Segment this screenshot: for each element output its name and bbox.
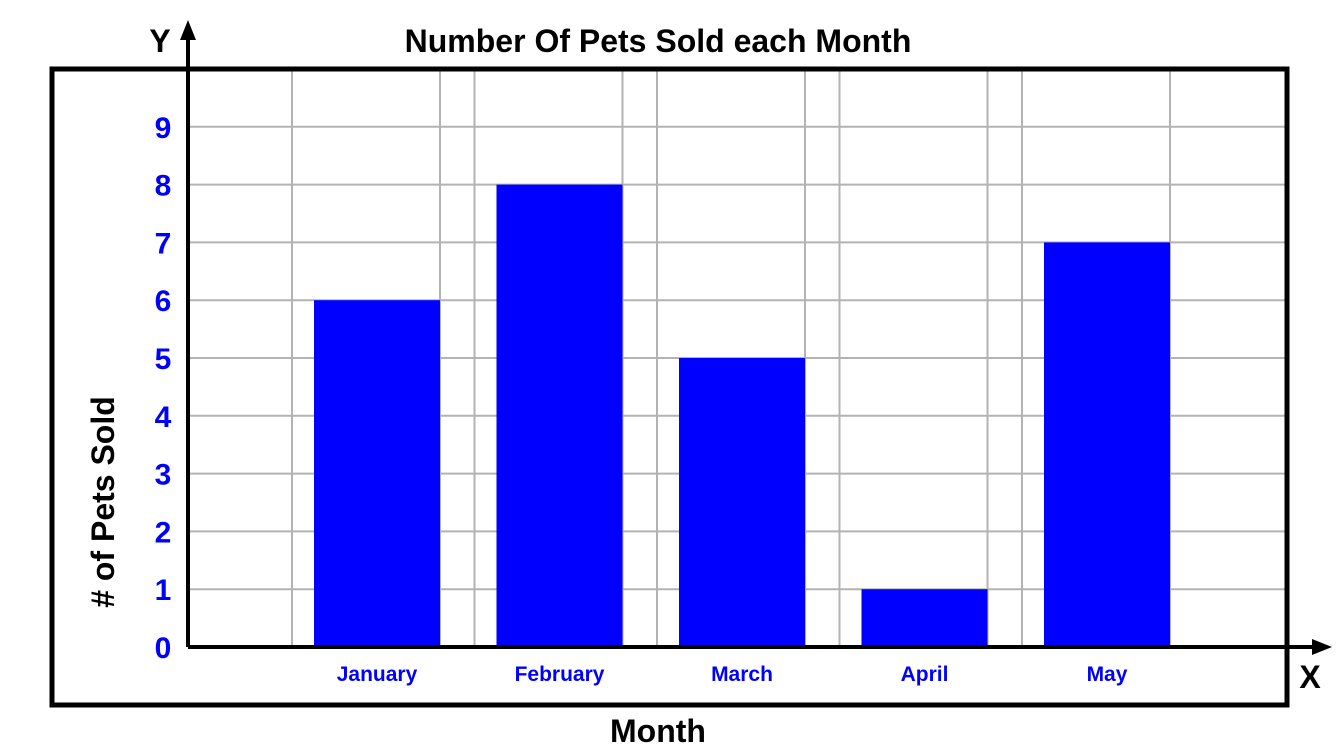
y-tick-label: 1 [155, 574, 172, 607]
bar-may [1044, 242, 1170, 647]
y-tick-label: 0 [155, 632, 172, 665]
x-axis-label: Month [610, 713, 706, 746]
x-tick-label: January [337, 663, 418, 686]
y-axis [180, 20, 196, 647]
y-axis-label: # of Pets Sold [85, 396, 121, 608]
y-tick-label: 7 [155, 227, 172, 260]
y-tick-label: 8 [155, 170, 172, 203]
plot-frame [49, 66, 1290, 708]
chart-title: Number Of Pets Sold each Month [405, 23, 912, 59]
y-axis-arrow-icon [180, 20, 196, 40]
y-tick-label: 9 [155, 112, 172, 145]
x-tick-label: May [1087, 663, 1128, 686]
x-axis [188, 639, 1332, 655]
y-tick-label: 2 [155, 516, 172, 549]
x-axis-letter: X [1299, 659, 1321, 695]
bar-april [861, 589, 988, 647]
bar-february [496, 184, 623, 647]
x-tick-label: March [711, 663, 773, 686]
x-tick-label: April [901, 663, 949, 686]
x-tick-label: February [515, 663, 605, 686]
x-axis-arrow-icon [1312, 639, 1332, 655]
bar-january [314, 300, 440, 647]
y-tick-label: 3 [155, 459, 172, 492]
x-tick-labels: January February March April May [337, 663, 1128, 686]
bars [314, 184, 1170, 647]
y-tick-label: 4 [155, 401, 172, 434]
y-tick-label: 5 [155, 343, 172, 376]
bar-march [679, 358, 805, 647]
y-tick-labels: 0 1 2 3 4 5 6 7 8 9 [155, 112, 172, 665]
y-axis-letter: Y [149, 23, 170, 59]
y-tick-label: 6 [155, 285, 172, 318]
